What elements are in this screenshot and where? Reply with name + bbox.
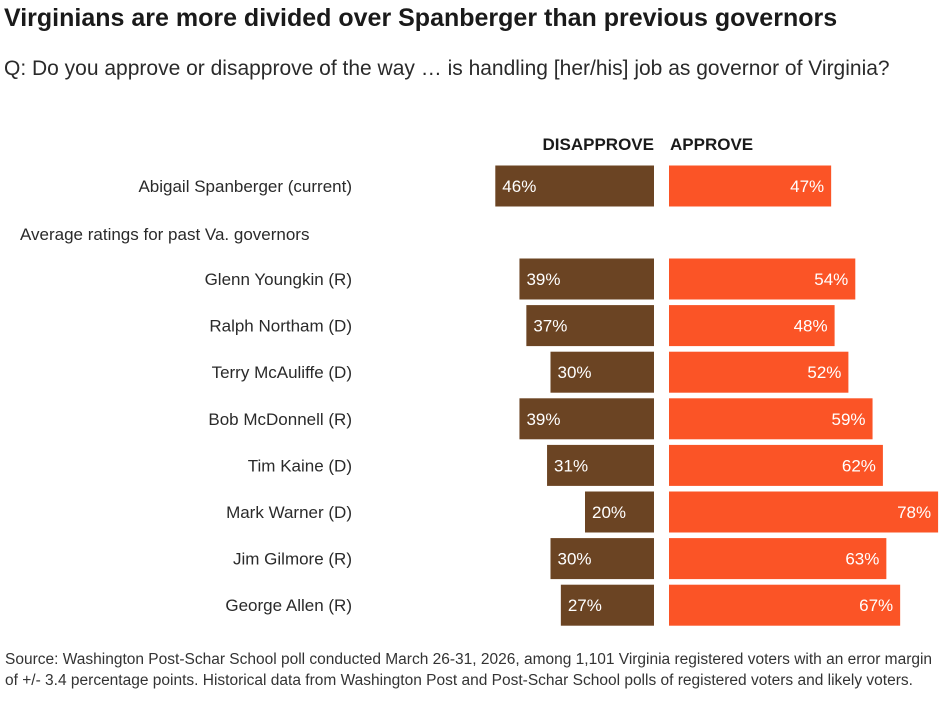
approve-value-label: 52% [807,363,841,382]
approve-bar [669,491,939,533]
disapprove-bar [550,351,654,393]
approve-header: APPROVE [670,135,753,154]
disapprove-value-label: 20% [592,503,626,522]
disapprove-bar [547,444,654,486]
governor-label: Bob McDonnell (R) [208,410,352,429]
approve-bar [669,305,835,347]
disapprove-bar [585,491,654,533]
approve-value-label: 62% [842,456,876,475]
governor-label: Tim Kaine (D) [248,456,352,475]
approve-value-label: 54% [814,270,848,289]
disapprove-value-label: 27% [568,596,602,615]
disapprove-bar [495,165,654,207]
chart-title: Virginians are more divided over Spanber… [4,4,838,32]
approve-bar [669,258,856,300]
approve-bar [669,584,901,626]
disapprove-bar [519,258,654,300]
approve-bar [669,444,883,486]
governor-label: Terry McAuliffe (D) [212,363,352,382]
disapprove-value-label: 39% [526,270,560,289]
approve-value-label: 67% [859,596,893,615]
governor-label: Glenn Youngkin (R) [205,270,352,289]
approve-value-label: 63% [845,550,879,569]
governor-label: George Allen (R) [225,596,352,615]
governor-label: Ralph Northam (D) [209,317,352,336]
approval-chart: DISAPPROVE APPROVE Abigail Spanberger (cur… [20,135,939,626]
governor-label: Mark Warner (D) [226,503,352,522]
approve-bar [669,165,832,207]
approve-value-label: 48% [794,317,828,336]
source-note: Source: Washington Post-Schar School pol… [5,651,933,689]
disapprove-value-label: 31% [554,456,588,475]
approve-bar [669,351,849,393]
disapprove-value-label: 30% [558,363,592,382]
disapprove-bar [526,305,654,347]
approve-value-label: 78% [897,503,931,522]
disapprove-bar [550,538,654,580]
disapprove-value-label: 46% [502,177,536,196]
governor-label: Jim Gilmore (R) [233,550,352,569]
past-governors-section-label: Average ratings for past Va. governors [20,225,309,244]
chart-subtitle: Q: Do you approve or disapprove of the w… [4,57,890,80]
approve-value-label: 59% [832,410,866,429]
disapprove-value-label: 37% [533,317,567,336]
governor-label: Abigail Spanberger (current) [138,177,352,196]
disapprove-header: DISAPPROVE [543,135,654,154]
approve-bar [669,538,887,580]
disapprove-bar [519,398,654,440]
approve-bar [669,398,873,440]
disapprove-value-label: 39% [526,410,560,429]
approve-value-label: 47% [790,177,824,196]
disapprove-value-label: 30% [558,550,592,569]
disapprove-bar [560,584,654,626]
